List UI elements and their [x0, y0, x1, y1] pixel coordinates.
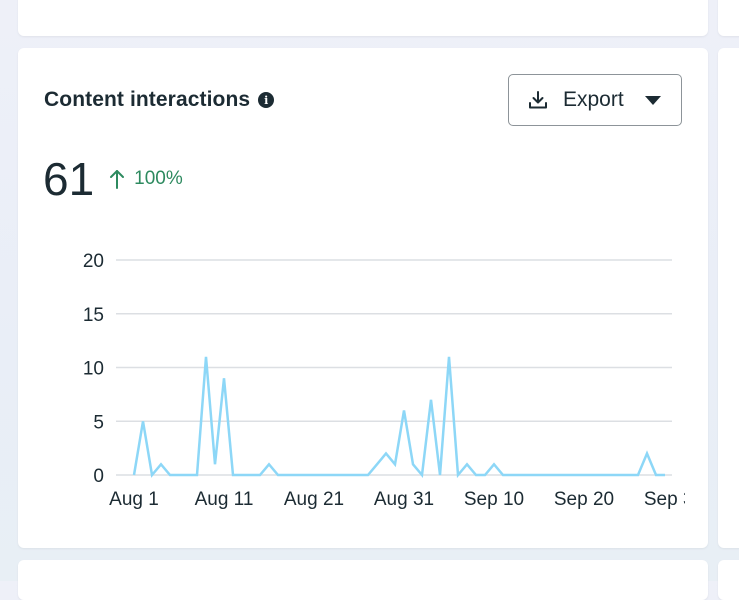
data-point[interactable]	[608, 472, 614, 478]
data-point[interactable]	[644, 451, 650, 457]
interactions-line-chart: 0 5 10 15 20 Aug 1 Aug 11 Aug 21 Aug 31 Sep 10 Sep…	[83, 251, 704, 510]
main-right-card	[718, 48, 739, 548]
data-point[interactable]	[149, 472, 155, 478]
data-point[interactable]	[401, 408, 407, 414]
data-point[interactable]	[212, 461, 218, 467]
data-point[interactable]	[194, 472, 200, 478]
data-point[interactable]	[455, 472, 461, 478]
data-point[interactable]	[617, 472, 623, 478]
data-point[interactable]	[536, 472, 542, 478]
data-point[interactable]	[140, 418, 146, 424]
x-tick-label: Aug 31	[374, 489, 434, 510]
data-point[interactable]	[635, 472, 641, 478]
data-point[interactable]	[482, 472, 488, 478]
data-point[interactable]	[266, 461, 272, 467]
x-tick-label: Aug 21	[284, 489, 344, 510]
data-point[interactable]	[167, 472, 173, 478]
y-tick-label: 0	[93, 466, 104, 487]
arrow-up-icon	[108, 168, 126, 190]
top-card	[18, 0, 708, 36]
data-point[interactable]	[545, 472, 551, 478]
data-point[interactable]	[203, 354, 209, 360]
x-tick-label: Aug 11	[195, 489, 254, 510]
data-point[interactable]	[464, 461, 470, 467]
data-point[interactable]	[185, 472, 191, 478]
data-point[interactable]	[257, 472, 263, 478]
x-tick-label: Sep 30	[644, 489, 704, 510]
data-point[interactable]	[599, 472, 605, 478]
data-point[interactable]	[347, 472, 353, 478]
download-icon	[527, 89, 549, 111]
data-point[interactable]	[410, 461, 416, 467]
data-point[interactable]	[248, 472, 254, 478]
data-point[interactable]	[365, 472, 371, 478]
top-right-card	[718, 0, 739, 36]
data-point[interactable]	[320, 472, 326, 478]
data-point[interactable]	[590, 472, 596, 478]
card-title: Content interactions	[44, 88, 251, 111]
metric-value: 61	[43, 153, 95, 205]
data-point[interactable]	[275, 472, 281, 478]
data-point[interactable]	[239, 472, 245, 478]
data-point[interactable]	[293, 472, 299, 478]
change-percent: 100%	[134, 168, 183, 189]
x-tick-label: Aug 1	[109, 489, 159, 510]
y-tick-label: 10	[83, 359, 104, 380]
data-point[interactable]	[473, 472, 479, 478]
content-interactions-card: Content interactions i Export 61 100% 0 5…	[18, 48, 708, 548]
bottom-right-card	[718, 560, 739, 600]
export-button[interactable]: Export	[508, 74, 682, 126]
data-point[interactable]	[653, 472, 659, 478]
data-point[interactable]	[500, 472, 506, 478]
caret-down-icon	[645, 96, 661, 105]
x-tick-label: Sep 20	[554, 489, 614, 510]
data-point[interactable]	[527, 472, 533, 478]
y-tick-label: 5	[93, 412, 104, 433]
data-point[interactable]	[626, 472, 632, 478]
data-point[interactable]	[158, 461, 164, 467]
info-icon[interactable]: i	[258, 92, 275, 108]
data-point[interactable]	[176, 472, 182, 478]
data-point[interactable]	[518, 472, 524, 478]
data-point[interactable]	[491, 461, 497, 467]
data-point[interactable]	[662, 472, 668, 478]
data-point[interactable]	[374, 461, 380, 467]
data-point[interactable]	[563, 472, 569, 478]
bottom-card	[18, 560, 708, 600]
data-point[interactable]	[131, 472, 137, 478]
data-point[interactable]	[554, 472, 560, 478]
data-point[interactable]	[356, 472, 362, 478]
data-point[interactable]	[428, 397, 434, 403]
x-tick-label: Sep 10	[464, 489, 524, 510]
data-point[interactable]	[581, 472, 587, 478]
data-point[interactable]	[230, 472, 236, 478]
data-point[interactable]	[509, 472, 515, 478]
data-point[interactable]	[446, 354, 452, 360]
card-header: Content interactions i	[44, 88, 275, 112]
y-tick-label: 15	[83, 305, 104, 326]
series-line	[132, 356, 665, 479]
metric-row: 61 100%	[43, 156, 183, 202]
data-point[interactable]	[221, 375, 227, 381]
data-point[interactable]	[311, 472, 317, 478]
data-point[interactable]	[419, 472, 425, 478]
data-point[interactable]	[572, 472, 578, 478]
data-point[interactable]	[383, 451, 389, 457]
data-point[interactable]	[329, 472, 335, 478]
data-point[interactable]	[302, 472, 308, 478]
data-point[interactable]	[284, 472, 290, 478]
data-point[interactable]	[392, 461, 398, 467]
y-tick-label: 20	[83, 251, 104, 272]
data-point[interactable]	[338, 472, 344, 478]
export-label: Export	[563, 88, 624, 111]
data-point[interactable]	[437, 472, 443, 478]
